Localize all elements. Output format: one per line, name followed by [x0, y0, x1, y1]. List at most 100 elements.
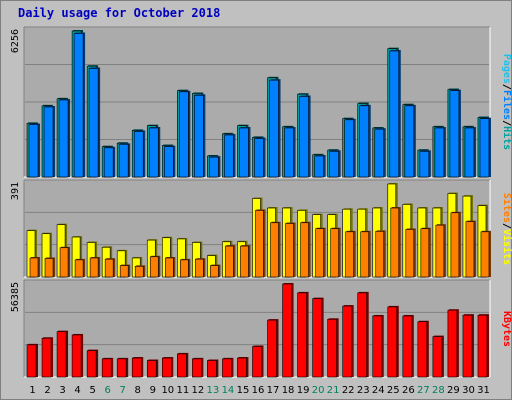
bar-sites-day-24 [375, 231, 385, 278]
bar-sites-day-5 [89, 257, 99, 278]
bar-files-day-31 [479, 118, 490, 178]
day-label: 23 [357, 385, 370, 396]
day-label: 14 [222, 385, 235, 396]
bar-sites-day-11 [180, 259, 189, 278]
bar-kbytes-day-28 [432, 336, 443, 378]
day-label: 9 [150, 385, 156, 396]
bar-kbytes-day-6 [101, 358, 112, 378]
day-label: 13 [207, 385, 220, 396]
bar-kbytes-day-30 [462, 314, 473, 378]
visits_sites-panel: 391 [10, 179, 491, 278]
bar-kbytes-day-18 [282, 283, 292, 378]
bar-kbytes-day-17 [267, 319, 277, 378]
day-label: 16 [252, 385, 265, 396]
bar-sites-day-7 [119, 265, 129, 278]
bar-sites-day-30 [465, 221, 475, 278]
bar-sites-day-2 [44, 258, 54, 278]
bar-kbytes-day-3 [56, 331, 67, 378]
bar-kbytes-day-8 [131, 357, 142, 378]
bar-files-day-10 [163, 146, 174, 178]
bar-sites-day-18 [285, 223, 294, 278]
bar-files-day-20 [314, 155, 324, 178]
bar-kbytes-day-19 [297, 292, 307, 378]
bar-kbytes-day-7 [116, 358, 127, 378]
bar-kbytes-day-24 [372, 315, 383, 378]
kbytes-panel: 56385 [10, 279, 491, 378]
legend-item: Pages [501, 54, 512, 84]
day-label: 20 [312, 385, 325, 396]
bar-files-day-21 [329, 151, 339, 178]
day-label: 21 [327, 385, 340, 396]
day-label: 2 [44, 385, 50, 396]
day-label: 27 [417, 385, 430, 396]
bar-kbytes-day-4 [71, 334, 82, 378]
bar-files-day-29 [449, 90, 460, 178]
bar-files-day-4 [73, 33, 84, 178]
day-label: 4 [74, 385, 80, 396]
bar-kbytes-day-1 [26, 344, 37, 378]
bar-files-day-27 [419, 151, 430, 178]
bar-files-day-5 [88, 68, 99, 178]
legend-item: / [501, 223, 512, 229]
bar-kbytes-day-11 [177, 353, 187, 378]
day-label: 19 [297, 385, 310, 396]
bar-files-day-1 [28, 124, 39, 178]
bar-sites-day-12 [195, 258, 204, 278]
bar-sites-day-23 [360, 231, 370, 278]
bar-sites-day-8 [134, 265, 144, 278]
day-label: 5 [89, 385, 95, 396]
day-label: 1 [29, 385, 35, 396]
bar-sites-day-29 [450, 212, 460, 278]
bar-files-day-12 [194, 95, 204, 178]
hits_files_pages-panel: 6256 [10, 26, 491, 178]
bar-files-day-13 [209, 156, 219, 178]
hits_files_pages-legend: Pages/Files/Hits [501, 54, 512, 150]
bar-sites-day-17 [270, 222, 279, 278]
bar-sites-day-27 [420, 228, 430, 278]
bar-kbytes-day-21 [327, 318, 337, 378]
day-label: 29 [447, 385, 460, 396]
bar-files-day-9 [148, 127, 159, 178]
bar-kbytes-day-9 [146, 360, 157, 378]
bar-sites-day-15 [240, 245, 249, 278]
bar-files-day-28 [434, 127, 445, 178]
bar-sites-day-3 [59, 247, 69, 278]
day-label: 26 [402, 385, 415, 396]
bar-files-day-3 [58, 99, 69, 178]
bar-files-day-25 [389, 50, 400, 178]
bar-sites-day-9 [149, 256, 159, 278]
bar-sites-day-1 [29, 257, 39, 278]
bar-kbytes-day-26 [402, 315, 413, 378]
legend-item: Files [501, 90, 512, 120]
bar-files-day-2 [43, 106, 54, 178]
bar-files-day-11 [179, 91, 189, 178]
bar-files-day-7 [118, 144, 129, 178]
bar-kbytes-day-29 [447, 309, 458, 378]
bar-files-day-16 [254, 138, 264, 178]
day-label: 6 [104, 385, 110, 396]
bar-sites-day-26 [405, 229, 415, 278]
bar-sites-day-25 [390, 207, 400, 278]
bar-sites-day-10 [164, 257, 174, 278]
bar-sites-day-16 [255, 210, 264, 278]
day-label: 10 [161, 385, 174, 396]
day-label: 30 [462, 385, 475, 396]
bar-kbytes-day-22 [342, 305, 352, 378]
bar-kbytes-day-5 [86, 350, 97, 378]
bar-files-day-22 [344, 119, 354, 178]
bar-kbytes-day-27 [417, 321, 428, 378]
bar-kbytes-day-12 [192, 358, 202, 378]
day-label: 7 [120, 385, 126, 396]
bar-sites-day-20 [315, 228, 324, 278]
hits_files_pages-max-label: 6256 [10, 29, 21, 53]
bar-files-day-8 [133, 131, 144, 178]
visits_sites-max-label: 391 [10, 182, 21, 200]
day-label: 15 [237, 385, 250, 396]
bar-kbytes-day-13 [207, 360, 217, 378]
day-label: 22 [342, 385, 355, 396]
day-label: 24 [372, 385, 385, 396]
kbytes-max-label: 56385 [10, 282, 21, 312]
day-label: 25 [387, 385, 400, 396]
bar-sites-day-13 [210, 265, 219, 278]
bar-sites-day-19 [300, 222, 309, 278]
